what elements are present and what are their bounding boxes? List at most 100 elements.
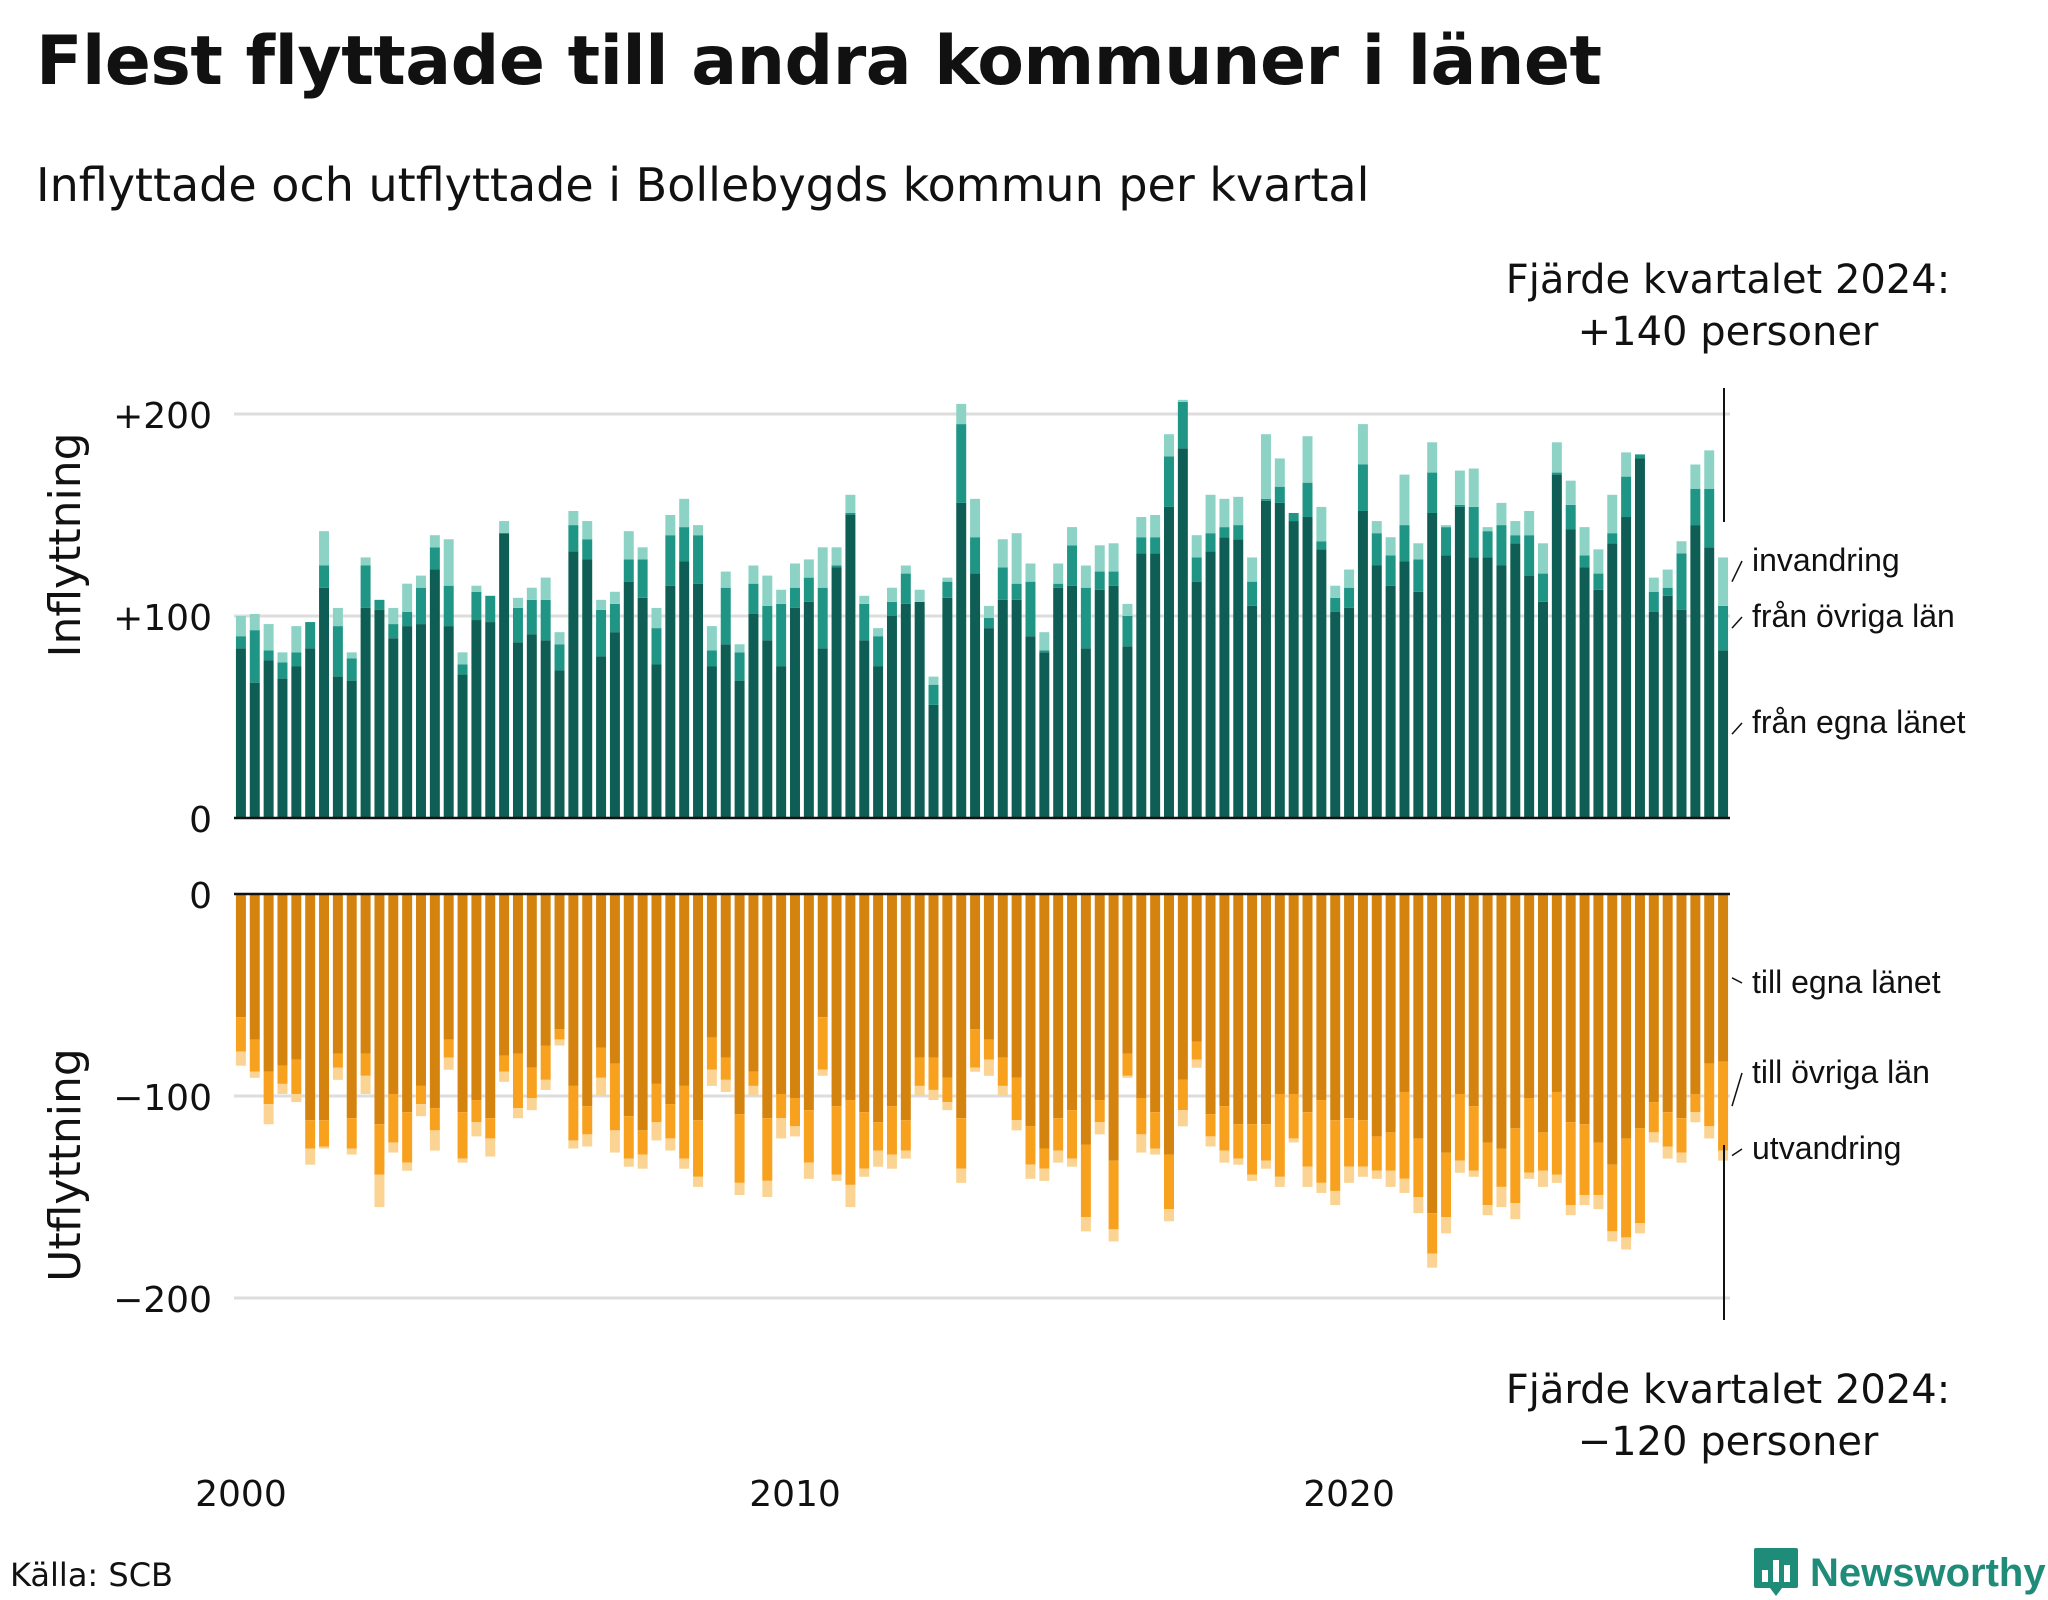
bar-utflyttning-ut-egna-17 <box>471 894 482 1101</box>
bar-utflyttning-ut-ovriga-69 <box>1191 1041 1202 1060</box>
bar-utflyttning-ut-ovriga-103 <box>1662 1112 1673 1147</box>
bar-utflyttning-ut-ovriga-65 <box>1136 1098 1147 1135</box>
bar-utflyttning-ut-egna-6 <box>319 894 330 1121</box>
bar-inflyttning-in-invandring-78 <box>1316 506 1327 542</box>
bar-utflyttning-ut-ovriga-74 <box>1260 1124 1271 1161</box>
bar-utflyttning-ut-ovriga-49 <box>914 1057 925 1086</box>
bar-utflyttning-ut-ovriga-106 <box>1704 1063 1715 1127</box>
bar-chart-speech-bubble-icon <box>1754 1548 1798 1596</box>
bar-inflyttning-in-invandring-70 <box>1205 494 1216 534</box>
bar-inflyttning-in-egna-58 <box>1039 652 1050 818</box>
bar-utflyttning-ut-ovriga-50 <box>928 1057 939 1090</box>
bar-inflyttning-in-egna-68 <box>1177 448 1188 818</box>
bar-inflyttning-in-ovriga-13 <box>416 587 426 625</box>
bar-inflyttning-in-invandring-84 <box>1399 474 1410 526</box>
bar-utflyttning-ut-egna-56 <box>1011 894 1022 1078</box>
legend-label-in-ovriga: från övriga län <box>1752 598 1955 634</box>
bar-inflyttning-in-egna-57 <box>1025 636 1036 818</box>
bar-inflyttning-in-ovriga-25 <box>582 539 593 560</box>
bar-inflyttning-in-egna-39 <box>776 666 787 818</box>
y-tick-label: 0 <box>189 800 212 841</box>
bar-inflyttning-in-egna-96 <box>1565 529 1576 818</box>
bar-utflyttning-ut-egna-12 <box>402 894 413 1113</box>
bar-inflyttning-in-egna-62 <box>1094 589 1105 818</box>
bar-inflyttning-in-ovriga-53 <box>970 537 981 574</box>
bar-utflyttning-ut-utvandring-25 <box>582 1134 593 1147</box>
bar-inflyttning-in-invandring-80 <box>1344 569 1355 588</box>
bar-utflyttning-ut-utvandring-19 <box>499 1071 510 1082</box>
bar-utflyttning-ut-ovriga-71 <box>1219 1106 1230 1151</box>
bar-utflyttning-ut-ovriga-38 <box>762 1118 773 1181</box>
bar-inflyttning-in-egna-14 <box>429 569 440 818</box>
bar-inflyttning-in-ovriga-90 <box>1482 531 1493 558</box>
bar-inflyttning-in-egna-81 <box>1357 510 1368 818</box>
bar-utflyttning-ut-utvandring-82 <box>1371 1170 1382 1179</box>
bar-inflyttning-in-ovriga-2 <box>263 650 274 661</box>
bar-inflyttning-in-invandring-44 <box>845 494 856 513</box>
bar-inflyttning-in-invandring-2 <box>263 624 274 651</box>
bar-inflyttning-in-egna-42 <box>817 648 828 818</box>
bar-utflyttning-ut-egna-92 <box>1510 894 1521 1129</box>
bar-inflyttning-in-invandring-23 <box>554 632 565 645</box>
bar-inflyttning-in-ovriga-59 <box>1053 583 1064 588</box>
bar-inflyttning-in-invandring-0 <box>235 616 246 637</box>
bar-utflyttning-ut-ovriga-72 <box>1233 1124 1244 1159</box>
bar-utflyttning-ut-ovriga-101 <box>1634 1128 1645 1224</box>
bar-utflyttning-ut-egna-101 <box>1634 894 1645 1129</box>
bar-utflyttning-ut-utvandring-95 <box>1551 1174 1562 1183</box>
bar-inflyttning-in-invandring-17 <box>471 585 482 592</box>
bar-inflyttning-in-invandring-97 <box>1579 527 1590 556</box>
bar-utflyttning-ut-utvandring-103 <box>1662 1146 1673 1159</box>
bar-inflyttning-in-ovriga-45 <box>859 603 870 641</box>
source-note: Källa: SCB <box>10 1556 173 1594</box>
bar-utflyttning-ut-utvandring-20 <box>512 1108 523 1119</box>
bar-inflyttning-in-ovriga-60 <box>1067 545 1078 586</box>
bar-inflyttning-in-invandring-58 <box>1039 632 1050 651</box>
bar-inflyttning-in-invandring-6 <box>319 531 330 566</box>
bar-inflyttning-in-ovriga-44 <box>845 512 856 515</box>
bar-inflyttning-in-egna-98 <box>1593 589 1604 818</box>
bar-utflyttning-ut-ovriga-20 <box>512 1053 523 1109</box>
bar-utflyttning-ut-ovriga-27 <box>609 1063 620 1131</box>
bar-utflyttning-ut-egna-38 <box>762 894 773 1119</box>
bar-utflyttning-ut-utvandring-76 <box>1288 1138 1299 1143</box>
bar-utflyttning-ut-egna-45 <box>859 894 870 1113</box>
bar-inflyttning-in-ovriga-66 <box>1150 537 1161 554</box>
bar-inflyttning-in-egna-95 <box>1551 474 1562 818</box>
bar-utflyttning-ut-ovriga-5 <box>305 1120 316 1149</box>
legend-label-in-invandring: invandring <box>1752 542 1900 578</box>
bar-inflyttning-in-egna-0 <box>235 648 246 818</box>
bar-inflyttning-in-ovriga-30 <box>651 628 662 665</box>
bar-inflyttning-in-ovriga-42 <box>817 587 828 649</box>
bar-utflyttning-ut-utvandring-79 <box>1330 1190 1341 1206</box>
bar-utflyttning-ut-utvandring-85 <box>1413 1197 1424 1214</box>
bar-inflyttning-in-egna-40 <box>790 607 800 818</box>
bar-inflyttning-in-invandring-34 <box>706 626 717 651</box>
bar-inflyttning-in-egna-12 <box>402 626 413 818</box>
bar-utflyttning-ut-utvandring-26 <box>596 1077 607 1096</box>
bar-inflyttning-in-ovriga-77 <box>1302 482 1313 518</box>
bar-inflyttning-in-egna-51 <box>942 597 953 818</box>
bar-inflyttning-in-egna-102 <box>1648 611 1659 818</box>
bar-utflyttning-ut-utvandring-94 <box>1538 1170 1548 1187</box>
bar-utflyttning-ut-ovriga-66 <box>1150 1112 1161 1149</box>
bar-utflyttning-ut-utvandring-34 <box>706 1069 717 1086</box>
bar-utflyttning-ut-egna-28 <box>623 894 634 1117</box>
bar-inflyttning-in-ovriga-81 <box>1357 464 1368 511</box>
bar-inflyttning-in-ovriga-4 <box>291 652 302 667</box>
bar-inflyttning-in-invandring-11 <box>388 607 399 625</box>
newsworthy-logo[interactable]: Newsworthy <box>1752 1546 2046 1600</box>
bar-utflyttning-ut-ovriga-73 <box>1247 1124 1258 1175</box>
bar-inflyttning-in-egna-59 <box>1053 587 1064 818</box>
bar-inflyttning-in-invandring-52 <box>956 403 967 425</box>
bar-utflyttning-ut-utvandring-72 <box>1233 1158 1244 1165</box>
bar-inflyttning-in-invandring-69 <box>1191 535 1202 558</box>
bar-inflyttning-in-egna-41 <box>803 601 814 818</box>
bar-utflyttning-ut-ovriga-32 <box>679 1085 690 1159</box>
bar-inflyttning-in-invandring-26 <box>596 599 607 610</box>
bar-inflyttning-in-ovriga-5 <box>305 622 316 649</box>
bar-inflyttning-in-egna-19 <box>499 533 510 818</box>
bar-utflyttning-ut-utvandring-75 <box>1274 1176 1285 1187</box>
bar-utflyttning-ut-utvandring-15 <box>443 1057 454 1070</box>
bar-inflyttning-in-invandring-54 <box>983 605 994 619</box>
